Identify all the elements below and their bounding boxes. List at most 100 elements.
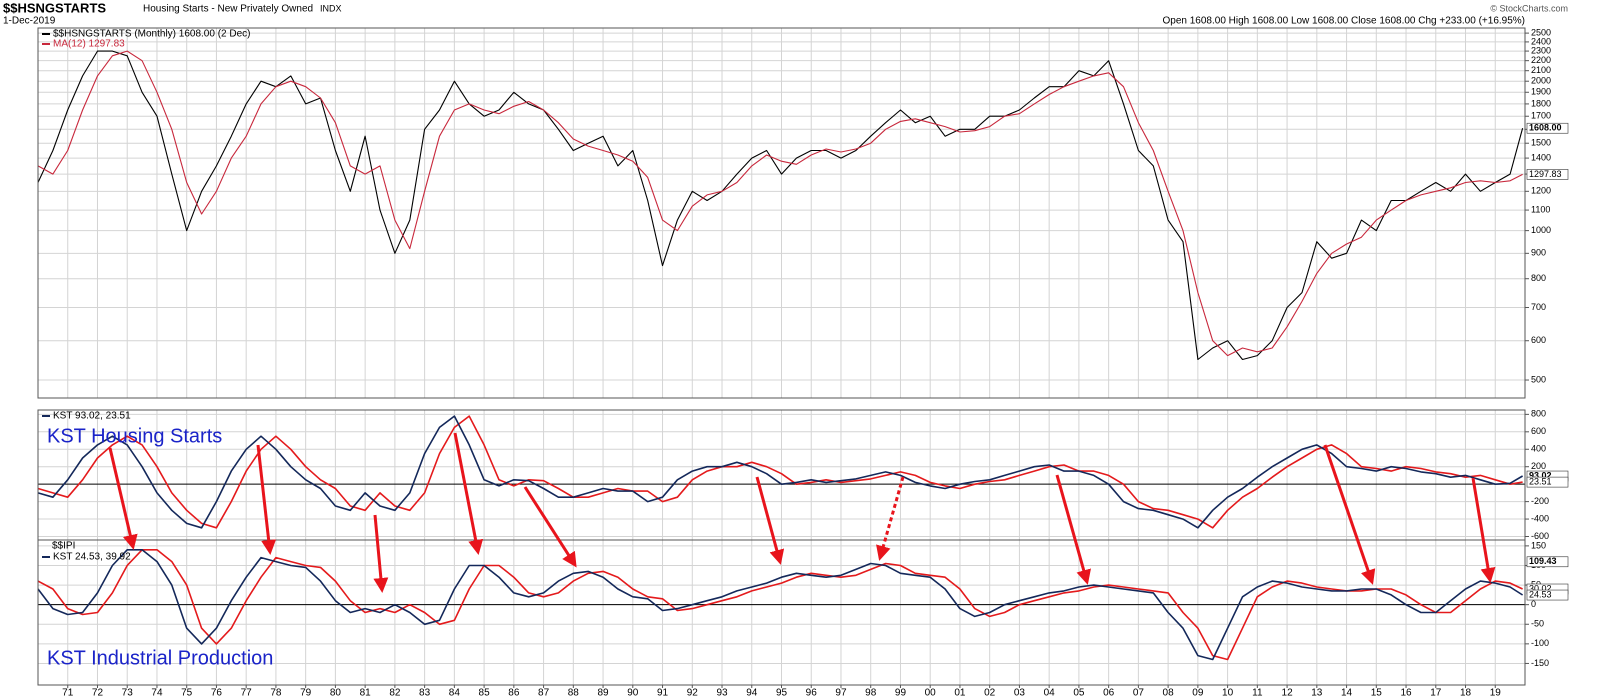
y-tick-label: 600 bbox=[1531, 426, 1546, 436]
y-tick-label: -100 bbox=[1531, 638, 1549, 648]
x-tick-label: 96 bbox=[806, 688, 818, 699]
x-tick-label: 18 bbox=[1460, 688, 1472, 699]
arrow bbox=[523, 486, 577, 568]
legend-label: $$HSNGSTARTS (Monthly) 1608.00 (2 Dec) bbox=[53, 29, 250, 40]
y-tick-label: 2000 bbox=[1531, 76, 1551, 86]
x-tick-label: 71 bbox=[62, 688, 74, 699]
arrow bbox=[373, 514, 389, 593]
x-tick-label: 03 bbox=[1014, 688, 1026, 699]
x-tick-label: 97 bbox=[835, 688, 847, 699]
legend-label: MA(12) 1297.83 bbox=[53, 39, 125, 50]
x-tick-label: 02 bbox=[984, 688, 996, 699]
x-tick-label: 98 bbox=[865, 688, 877, 699]
x-tick-label: 74 bbox=[151, 688, 163, 699]
x-tick-label: 91 bbox=[657, 688, 669, 699]
arrow bbox=[256, 444, 277, 555]
x-tick-label: 95 bbox=[776, 688, 788, 699]
y-tick-label: 150 bbox=[1531, 540, 1546, 550]
end-tag-label: 1297.83 bbox=[1529, 169, 1562, 179]
x-tick-label: 75 bbox=[181, 688, 193, 699]
watermark: © StockCharts.com bbox=[1490, 3, 1568, 13]
x-tick-label: 04 bbox=[1044, 688, 1056, 699]
symbol-label: $$IPI bbox=[52, 541, 75, 552]
arrow bbox=[1471, 477, 1496, 583]
y-tick-label: 1700 bbox=[1531, 111, 1551, 121]
y-tick-label: 2300 bbox=[1531, 45, 1551, 55]
x-tick-label: 87 bbox=[538, 688, 550, 699]
x-tick-label: 17 bbox=[1430, 688, 1442, 699]
chart-subtitle: Housing Starts - New Privately Owned bbox=[143, 4, 313, 15]
x-tick-label: 83 bbox=[419, 688, 431, 699]
x-tick-label: 79 bbox=[300, 688, 312, 699]
y-tick-label: 1400 bbox=[1531, 152, 1551, 162]
x-tick-label: 72 bbox=[92, 688, 104, 699]
x-tick-label: 11 bbox=[1252, 688, 1263, 699]
arrow bbox=[453, 432, 484, 555]
series-line bbox=[37, 549, 1523, 661]
x-tick-label: 76 bbox=[211, 688, 223, 699]
stats: Open 1608.00 High 1608.00 Low 1608.00 Cl… bbox=[1163, 16, 1526, 27]
y-tick-label: 2500 bbox=[1531, 27, 1551, 37]
y-tick-label: 1200 bbox=[1531, 186, 1551, 196]
y-tick-label: -50 bbox=[1531, 619, 1544, 629]
y-tick-label: 200 bbox=[1531, 461, 1546, 471]
y-tick-label: 400 bbox=[1531, 444, 1546, 454]
arrow bbox=[108, 447, 138, 550]
y-tick-label: 1800 bbox=[1531, 98, 1551, 108]
x-tick-label: 05 bbox=[1073, 688, 1085, 699]
x-tick-label: 85 bbox=[479, 688, 491, 699]
legend-label: KST 93.02, 23.51 bbox=[53, 411, 131, 422]
x-tick-label: 84 bbox=[449, 688, 461, 699]
series-line bbox=[37, 549, 1524, 661]
y-tick-label: -150 bbox=[1531, 658, 1549, 668]
x-tick-label: 86 bbox=[508, 688, 520, 699]
x-tick-label: 92 bbox=[687, 688, 699, 699]
end-tag bbox=[1526, 556, 1569, 568]
x-tick-label: 99 bbox=[895, 688, 907, 699]
y-tick-label: 800 bbox=[1531, 273, 1546, 283]
x-tick-label: 78 bbox=[270, 688, 282, 699]
end-tag bbox=[1526, 122, 1569, 134]
end-tag bbox=[1526, 476, 1569, 488]
x-tick-label: 81 bbox=[360, 688, 372, 699]
y-tick-label: 500 bbox=[1531, 374, 1546, 384]
x-tick-label: 07 bbox=[1133, 688, 1145, 699]
x-tick-label: 93 bbox=[716, 688, 728, 699]
arrow bbox=[1323, 444, 1376, 585]
x-tick-label: 82 bbox=[389, 688, 401, 699]
x-tick-label: 77 bbox=[241, 688, 253, 699]
y-tick-label: -200 bbox=[1531, 496, 1549, 506]
x-tick-label: 14 bbox=[1341, 688, 1353, 699]
y-tick-label: 900 bbox=[1531, 248, 1546, 258]
x-tick-label: 89 bbox=[597, 688, 609, 699]
x-tick-label: 06 bbox=[1103, 688, 1115, 699]
x-tick-label: 80 bbox=[330, 688, 342, 699]
annotation: KST Housing Starts bbox=[47, 425, 222, 447]
x-tick-label: 15 bbox=[1371, 688, 1383, 699]
x-tick-label: 08 bbox=[1163, 688, 1175, 699]
y-tick-label: 800 bbox=[1531, 409, 1546, 419]
x-tick-label: 88 bbox=[568, 688, 580, 699]
date: 1-Dec-2019 bbox=[3, 16, 56, 27]
end-tag-label: 23.51 bbox=[1529, 476, 1552, 486]
y-tick-label: -400 bbox=[1531, 513, 1549, 523]
y-tick-label: 700 bbox=[1531, 302, 1546, 312]
arrow bbox=[876, 476, 905, 561]
y-tick-label: 2200 bbox=[1531, 55, 1551, 65]
x-tick-label: 12 bbox=[1282, 688, 1294, 699]
plot-frame bbox=[37, 27, 1526, 399]
x-tick-label: 01 bbox=[954, 688, 966, 699]
legend-label: KST 24.53, 39.92 bbox=[53, 552, 131, 563]
y-tick-label: 2100 bbox=[1531, 65, 1551, 75]
end-tag-label: 93.02 bbox=[1529, 470, 1552, 480]
x-tick-label: 90 bbox=[627, 688, 639, 699]
x-tick-label: 10 bbox=[1222, 688, 1234, 699]
y-tick-label: 1900 bbox=[1531, 87, 1551, 97]
x-tick-label: 00 bbox=[925, 688, 937, 699]
series-line bbox=[37, 415, 1523, 529]
arrow bbox=[1055, 474, 1091, 585]
x-tick-label: 13 bbox=[1311, 688, 1323, 699]
annotation: KST Industrial Production bbox=[47, 647, 273, 669]
y-tick-label: 0 bbox=[1531, 599, 1536, 609]
